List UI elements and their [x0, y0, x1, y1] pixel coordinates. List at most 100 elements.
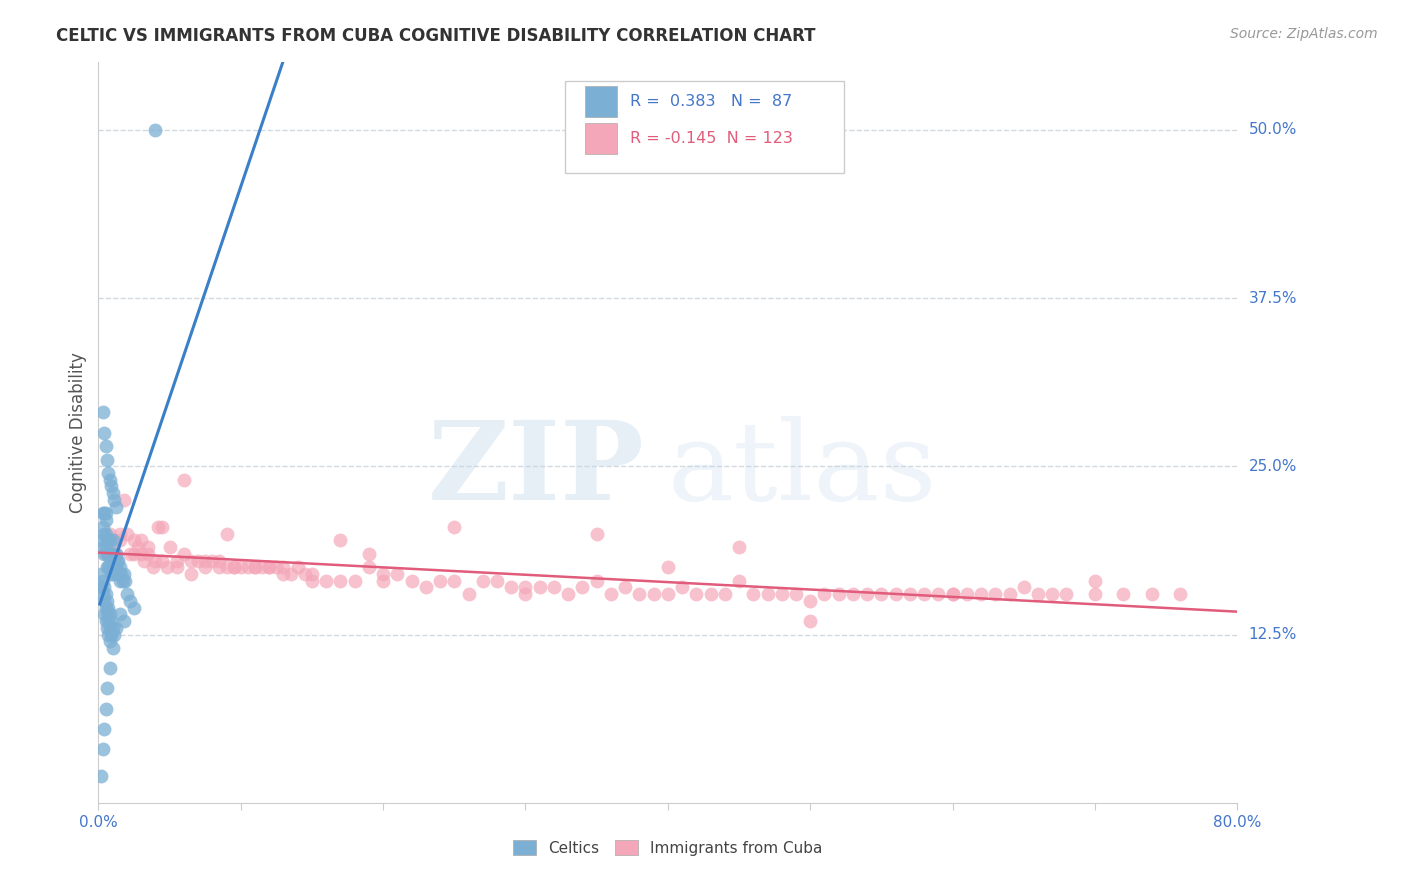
Point — [180, 553, 202, 567]
Point — [107, 553, 129, 567]
Point — [770, 587, 793, 601]
Point — [173, 473, 195, 487]
Point — [870, 587, 893, 601]
Point — [166, 560, 188, 574]
Point — [1084, 574, 1107, 588]
Point — [103, 560, 125, 574]
Point — [457, 587, 479, 601]
Point — [756, 587, 779, 601]
Point — [104, 560, 127, 574]
Point — [222, 560, 245, 574]
Point — [94, 547, 117, 561]
Point — [387, 566, 409, 581]
Point — [94, 540, 117, 554]
Point — [91, 540, 114, 554]
Point — [515, 587, 537, 601]
Text: 37.5%: 37.5% — [1249, 291, 1296, 305]
Point — [93, 507, 115, 521]
Point — [194, 560, 217, 574]
Point — [785, 587, 807, 601]
Text: Source: ZipAtlas.com: Source: ZipAtlas.com — [1230, 27, 1378, 41]
Point — [373, 574, 395, 588]
Point — [132, 553, 155, 567]
Point — [1170, 587, 1192, 601]
Point — [443, 574, 465, 588]
Point — [884, 587, 907, 601]
Point — [515, 581, 537, 595]
Bar — [585, 86, 617, 117]
Point — [236, 560, 259, 574]
Point — [429, 574, 451, 588]
Point — [141, 560, 163, 574]
Point — [614, 581, 637, 595]
Point — [108, 526, 131, 541]
Point — [91, 405, 114, 419]
Point — [91, 574, 114, 588]
Text: R =  0.383   N =  87: R = 0.383 N = 87 — [630, 94, 793, 109]
Point — [1140, 587, 1163, 601]
Point — [628, 587, 651, 601]
Point — [145, 553, 167, 567]
Point — [471, 574, 494, 588]
Point — [98, 533, 121, 548]
Point — [201, 553, 224, 567]
Point — [108, 574, 131, 588]
Point — [103, 627, 125, 641]
Point — [101, 533, 124, 548]
Point — [118, 594, 141, 608]
Point — [129, 533, 152, 548]
Point — [942, 587, 965, 601]
Point — [90, 566, 112, 581]
Point — [94, 513, 117, 527]
Point — [101, 540, 124, 554]
Point — [301, 574, 323, 588]
Text: R = -0.145  N = 123: R = -0.145 N = 123 — [630, 131, 793, 146]
Point — [585, 574, 607, 588]
Text: 12.5%: 12.5% — [1249, 627, 1296, 642]
Point — [107, 566, 129, 581]
Point — [501, 581, 523, 595]
Point — [187, 553, 209, 567]
Point — [208, 553, 231, 567]
Point — [315, 574, 337, 588]
Point — [970, 587, 993, 601]
Point — [1026, 587, 1049, 601]
Point — [294, 566, 316, 581]
FancyBboxPatch shape — [565, 81, 845, 173]
Point — [104, 547, 127, 561]
Point — [250, 560, 273, 574]
Point — [401, 574, 423, 588]
Point — [96, 621, 118, 635]
Point — [415, 581, 437, 595]
Point — [90, 769, 112, 783]
Point — [173, 547, 195, 561]
Point — [273, 566, 295, 581]
Point — [94, 614, 117, 628]
Point — [100, 547, 122, 561]
Point — [122, 533, 145, 548]
Point — [101, 621, 124, 635]
Point — [97, 533, 120, 548]
Point — [699, 587, 721, 601]
Point — [97, 614, 120, 628]
Point — [93, 722, 115, 736]
Point — [898, 587, 921, 601]
Point — [103, 492, 125, 507]
Point — [98, 560, 121, 574]
Point — [984, 587, 1007, 601]
Point — [94, 439, 117, 453]
Point — [98, 661, 121, 675]
Point — [93, 547, 115, 561]
Point — [97, 466, 120, 480]
Point — [104, 500, 127, 514]
Point — [100, 566, 122, 581]
Point — [108, 533, 131, 548]
Point — [96, 681, 118, 696]
Point — [114, 574, 136, 588]
Point — [152, 520, 174, 534]
Point — [266, 560, 288, 574]
Point — [93, 526, 115, 541]
Point — [96, 594, 118, 608]
Point — [97, 627, 120, 641]
Point — [742, 587, 765, 601]
